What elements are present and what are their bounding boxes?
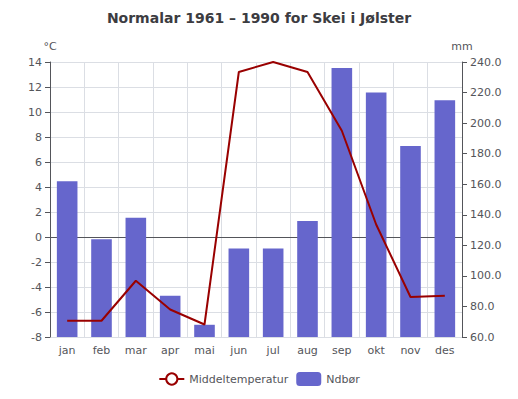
svg-text:80.0: 80.0 bbox=[470, 300, 495, 313]
svg-text:mai: mai bbox=[194, 344, 215, 357]
svg-text:okt: okt bbox=[367, 344, 385, 357]
svg-text:140.0: 140.0 bbox=[470, 208, 502, 221]
svg-text:6: 6 bbox=[35, 156, 42, 169]
svg-text:Middeltemperatur: Middeltemperatur bbox=[189, 373, 288, 386]
svg-text:°C: °C bbox=[43, 40, 57, 53]
svg-text:-8: -8 bbox=[31, 331, 42, 344]
svg-text:220.0: 220.0 bbox=[470, 86, 502, 99]
svg-text:60.0: 60.0 bbox=[470, 331, 495, 344]
svg-text:jan: jan bbox=[58, 344, 76, 357]
svg-text:-2: -2 bbox=[31, 256, 42, 269]
svg-text:mm: mm bbox=[451, 40, 472, 53]
svg-text:-4: -4 bbox=[31, 281, 42, 294]
svg-text:100.0: 100.0 bbox=[470, 269, 502, 282]
svg-text:0: 0 bbox=[35, 231, 42, 244]
svg-text:10: 10 bbox=[28, 106, 42, 119]
svg-text:-6: -6 bbox=[31, 306, 42, 319]
svg-text:Normalar 1961 – 1990 for Skei: Normalar 1961 – 1990 for Skei i Jølster bbox=[107, 10, 411, 26]
svg-text:aug: aug bbox=[297, 344, 318, 357]
svg-text:4: 4 bbox=[35, 181, 42, 194]
svg-text:apr: apr bbox=[161, 344, 180, 357]
svg-text:jun: jun bbox=[229, 344, 247, 357]
svg-text:8: 8 bbox=[35, 131, 42, 144]
svg-text:240.0: 240.0 bbox=[470, 56, 502, 69]
svg-text:nov: nov bbox=[400, 344, 421, 357]
svg-text:mar: mar bbox=[125, 344, 147, 357]
svg-text:2: 2 bbox=[35, 206, 42, 219]
svg-text:200.0: 200.0 bbox=[470, 117, 502, 130]
svg-text:des: des bbox=[435, 344, 455, 357]
svg-text:sep: sep bbox=[332, 344, 351, 357]
svg-text:180.0: 180.0 bbox=[470, 147, 502, 160]
svg-text:jul: jul bbox=[266, 344, 280, 357]
svg-text:14: 14 bbox=[28, 56, 42, 69]
svg-text:120.0: 120.0 bbox=[470, 239, 502, 252]
svg-text:12: 12 bbox=[28, 81, 42, 94]
svg-text:Ndbør: Ndbør bbox=[326, 373, 360, 386]
svg-text:feb: feb bbox=[93, 344, 111, 357]
svg-text:160.0: 160.0 bbox=[470, 178, 502, 191]
